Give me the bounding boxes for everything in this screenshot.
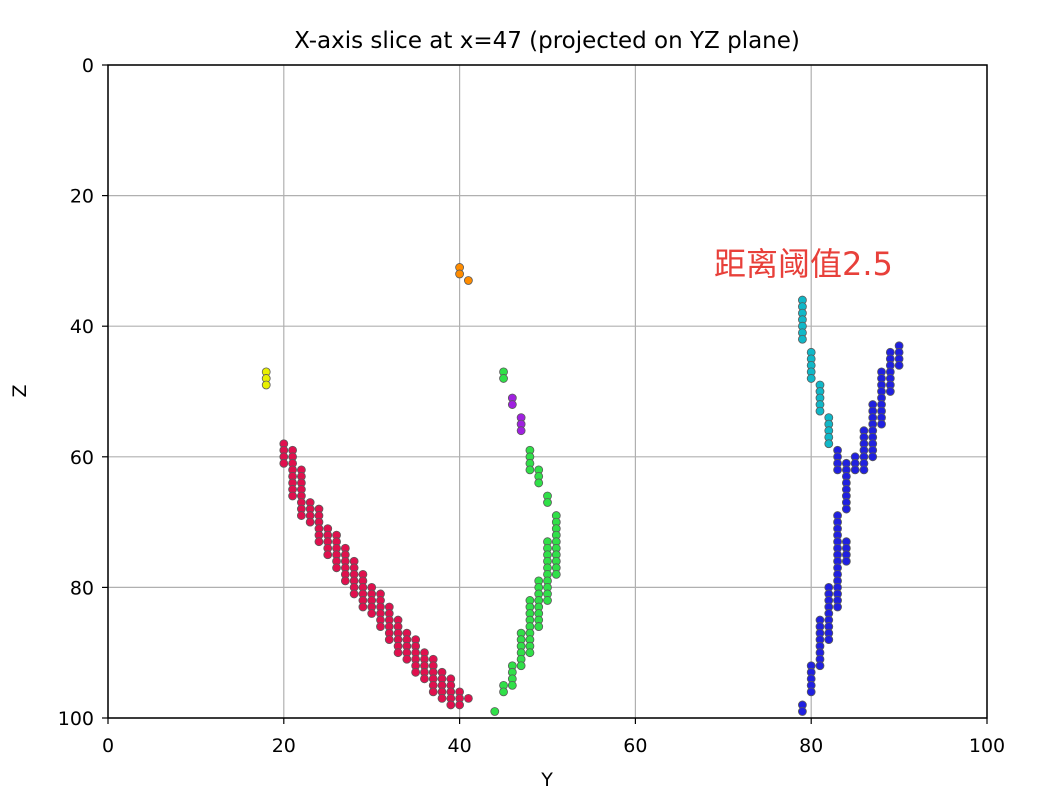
x-tick-label: 20 (272, 735, 296, 757)
scatter-point (815, 406, 825, 416)
x-tick-label: 60 (623, 735, 647, 757)
scatter-point (428, 687, 438, 697)
x-tick-label: 40 (448, 735, 472, 757)
scatter-series (798, 295, 834, 449)
scatter-point (507, 680, 517, 690)
scatter-point (455, 269, 465, 279)
chart-title: X-axis slice at x=47 (projected on YZ pl… (294, 28, 800, 54)
scatter-point (859, 465, 869, 475)
annotation-text: 距离阈值2.5 (714, 245, 893, 283)
scatter-point (833, 602, 842, 612)
scatter-point (534, 622, 544, 631)
scatter-point (490, 707, 500, 716)
scatter-point (868, 452, 878, 462)
scatter-point (543, 596, 552, 605)
scatter-point (463, 694, 473, 703)
scatter-series (279, 439, 473, 710)
scatter-point (551, 569, 561, 579)
scatter-point (841, 504, 851, 514)
scatter-point (798, 707, 807, 716)
scatter-point (296, 511, 306, 520)
scatter-point (402, 654, 412, 664)
scatter-series (261, 367, 271, 390)
y-axis-label: Z (9, 384, 31, 397)
scatter-point (384, 635, 394, 645)
scatter-point (516, 426, 526, 436)
scatter-point (525, 648, 535, 658)
scatter-point (411, 667, 421, 677)
scatter-point (446, 700, 456, 710)
scatter-point (393, 648, 403, 658)
scatter-point (349, 589, 359, 599)
scatter-point (340, 576, 350, 586)
scatter-point (323, 550, 333, 560)
scatter-point (455, 700, 465, 710)
scatter-point (798, 334, 807, 344)
y-tick-label: 60 (70, 447, 94, 469)
scatter-series (507, 393, 526, 436)
y-tick-label: 100 (58, 708, 94, 730)
y-tick-label: 40 (70, 316, 94, 338)
scatter-point (420, 674, 429, 684)
scatter-point (314, 537, 324, 547)
tick-labels: 0 20 40 60 80 100 0 20 40 60 80 100 (58, 55, 1005, 757)
scatter-point (841, 556, 851, 566)
y-tick-label: 0 (82, 55, 94, 77)
plot-frame (107, 64, 988, 719)
scatter-point (894, 360, 904, 370)
scatter-point (507, 400, 517, 409)
scatter-point (261, 380, 271, 390)
scatter-point (850, 465, 860, 475)
y-tick-label: 20 (70, 186, 94, 208)
scatter-point (833, 465, 842, 475)
x-tick-label: 100 (969, 735, 1005, 757)
scatter-point (806, 374, 816, 383)
scatter-point (885, 387, 895, 396)
scatter-point (543, 498, 552, 507)
scatter-point (499, 374, 508, 383)
x-tick-label: 0 (102, 735, 114, 757)
scatter-point (367, 609, 377, 618)
scatter-point (332, 563, 341, 573)
scatter-point (376, 622, 385, 631)
scatter-point (525, 465, 535, 475)
x-axis-label: Y (540, 769, 553, 791)
x-tick-label: 80 (799, 735, 823, 757)
scatter-point (463, 276, 473, 285)
y-tick-label: 80 (70, 577, 94, 599)
scatter-point (815, 661, 825, 671)
scatter-point (824, 635, 834, 645)
scatter-point (534, 478, 544, 488)
scatter-series (798, 341, 904, 716)
scatter-point (437, 694, 447, 703)
scatter-point (877, 419, 886, 429)
scatter-point (288, 491, 297, 501)
scatter-point (358, 602, 368, 612)
scatter-points (261, 263, 904, 716)
ticks (102, 64, 988, 724)
scatter-point (806, 687, 816, 697)
scatter-point (824, 439, 834, 449)
scatter-series (490, 367, 561, 716)
scatter-series (455, 263, 473, 285)
scatter-point (305, 517, 315, 527)
scatter-point (499, 687, 508, 697)
scatter-point (279, 458, 289, 468)
scatter-point (516, 661, 526, 671)
